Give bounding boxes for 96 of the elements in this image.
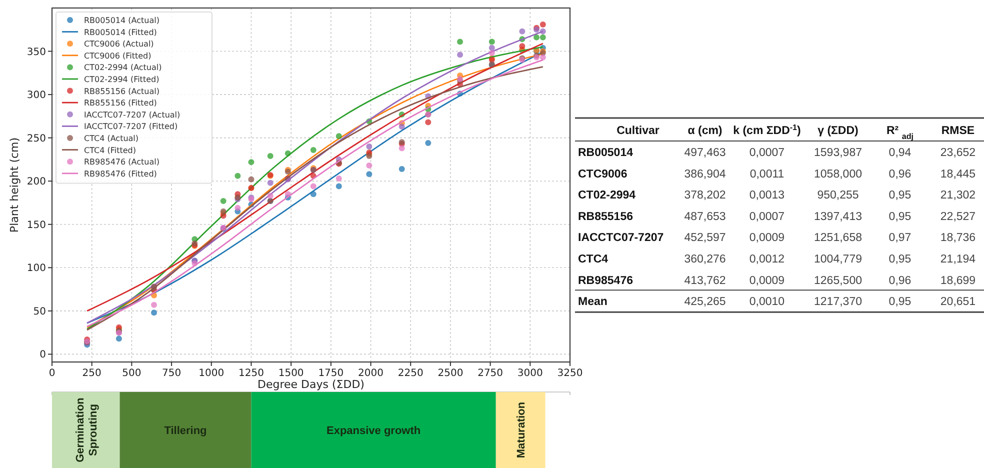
x-tick-label: 2250 [398,368,424,379]
x-tick-label: 3250 [557,368,583,379]
text: 487,653 [684,210,726,223]
text: 0,97 [888,232,912,244]
legend-label: CT02-2994 (Actual) [84,63,162,72]
legend-label: CT02-2994 (Fitted) [84,75,160,84]
x-tick-label: 2500 [438,368,464,379]
text: 21,194 [940,254,976,266]
text: IACCTC07-7207 [578,232,664,244]
text: 23,652 [940,147,976,159]
category-label: k (cm ΣDD$^{-1}$) [733,122,802,137]
legend-label: CTC4 (Actual) [84,134,139,143]
text: 22,527 [940,210,976,223]
legend-label: IACCTC07-7207 (Fitted) [84,122,178,132]
category-label: RMSE [941,125,975,137]
category-label: Cultivar [616,125,660,137]
text: 386,904 [684,168,726,180]
text: 21,302 [940,190,976,202]
text: CTC4 [578,254,609,266]
text: 0,96 [888,274,912,287]
text: 18,445 [940,168,976,180]
text: 1593,987 [814,147,862,159]
text: 0,0007 [749,210,785,223]
legend-label: RB985476 (Actual) [84,158,160,167]
text: 0,0009 [749,232,785,244]
x-tick-label: 2000 [358,368,384,379]
text: CT02-2994 [578,190,636,202]
text: 0,95 [888,296,912,308]
y-tick-label: 150 [26,220,46,231]
legend-label: CTC9006 (Actual) [84,40,154,49]
x-tick-label: 1000 [198,368,224,379]
series-label: Tillering [164,425,207,437]
text: 378,202 [684,190,726,202]
x-tick-label: 1500 [278,368,304,379]
x-tick-label: 500 [122,368,142,379]
text: Mean [578,296,608,308]
text: 0,0007 [749,147,785,159]
text: 0,95 [888,254,912,266]
y-tick-label: 350 [26,46,46,58]
y-tick-label: 0 [40,350,46,361]
text: 0,0009 [749,274,785,287]
category-label: R² $_{adj}$ [886,125,914,140]
series-label: Maturation [516,402,528,458]
text: 497,463 [684,147,726,159]
text: 425,265 [684,296,726,308]
y-tick-label: 200 [26,176,46,188]
text: 18,699 [940,274,976,287]
text: 0,96 [888,168,912,180]
y-tick-label: 100 [26,263,46,274]
legend-label: IACCTC07-7207 (Actual) [84,110,180,120]
text: RB855156 [578,210,633,223]
text: 0,0011 [750,168,784,180]
text: 1251,658 [814,232,862,244]
text: 1265,500 [814,274,862,287]
y-tick-label: 50 [33,306,46,318]
text: 18,736 [940,232,976,244]
y-tick-label: 300 [26,90,46,102]
x-tick-label: 1250 [238,368,264,379]
text: 0,94 [888,147,912,159]
y-axis-title: Plant height (cm) [8,137,21,233]
x-tick-label: 0 [48,368,56,379]
text: 20,651 [940,296,976,308]
text: RB005014 [578,147,634,159]
x-tick-label: 250 [82,368,102,379]
text: 0,0010 [749,296,785,308]
y-tick-label: 250 [26,133,46,144]
legend-label: CTC4 (Fitted) [84,146,136,155]
text: 0,95 [888,190,912,202]
legend-label: RB855156 (Fitted) [84,98,157,108]
legend-label: RB005014 (Fitted) [84,28,157,37]
legend-label: RB985476 (Fitted) [84,169,157,178]
category-label: γ (ΣDD) [818,125,859,137]
legend-label: RB005014 (Actual) [84,16,160,25]
series-label: Germination Sprouting [74,397,100,462]
x-axis-title: Degree Days (ΣDD) [258,378,364,391]
text: 1004,779 [814,254,862,266]
text: 1058,000 [814,168,862,180]
text: 0,95 [888,210,912,223]
text: 360,276 [684,254,726,266]
text: 1397,413 [814,210,862,223]
text: RB985476 [578,274,633,287]
category-label: α (cm) [688,125,722,137]
text: 0,0013 [749,190,785,202]
x-tick-label: 3000 [517,368,543,379]
x-tick-label: 1750 [318,368,344,379]
text: 950,255 [817,190,859,202]
text: 0,0012 [749,254,785,266]
x-tick-label: 750 [162,368,182,379]
series-label: Expansive growth [326,425,421,437]
text: 452,597 [684,232,726,244]
legend-label: CTC9006 (Fitted) [84,51,152,60]
text: 413,762 [684,274,726,287]
x-tick-label: 2750 [478,368,504,379]
text: CTC9006 [578,168,628,180]
legend-label: RB855156 (Actual) [84,86,160,96]
text: 1217,370 [814,296,862,308]
